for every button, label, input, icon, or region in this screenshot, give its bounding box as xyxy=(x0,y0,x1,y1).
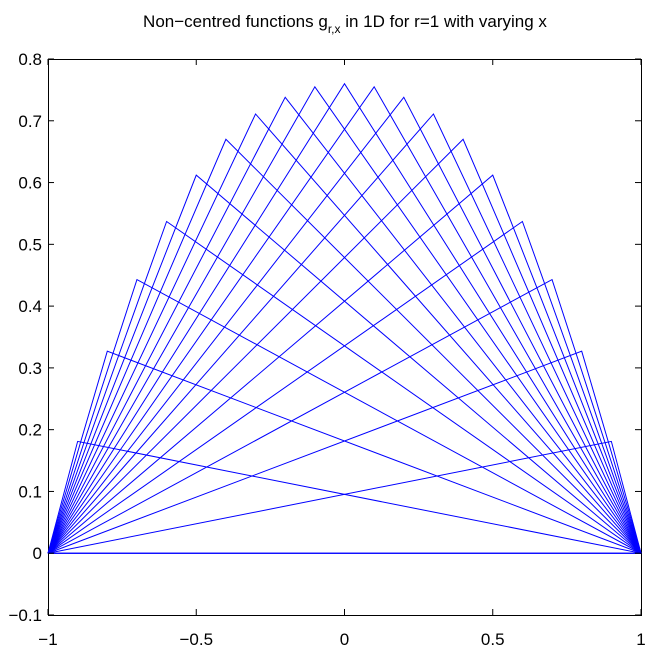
series-line-11 xyxy=(47,85,642,554)
series-line-4 xyxy=(47,220,642,554)
series-line-9 xyxy=(47,85,642,554)
y-tick-label: 0.3 xyxy=(18,359,42,378)
series-line-19 xyxy=(47,440,642,554)
series-line-12 xyxy=(47,96,642,554)
series-line-18 xyxy=(47,350,642,554)
series-line-17 xyxy=(47,278,642,554)
x-tick-label: 0 xyxy=(340,630,349,649)
chart-title-prefix: Non−centred functions g xyxy=(143,12,328,31)
series-line-6 xyxy=(47,138,642,554)
x-axis-ticks: −1 −0.5 0 0.5 1 xyxy=(38,59,646,649)
y-tick-label: 0.4 xyxy=(18,297,42,316)
series-line-3 xyxy=(47,278,642,554)
series-line-2 xyxy=(47,350,642,554)
series-line-1 xyxy=(47,440,642,554)
series-line-15 xyxy=(47,174,642,554)
y-tick-label: 0.1 xyxy=(18,482,42,501)
y-tick-label: 0.8 xyxy=(18,50,42,69)
chart-title: Non−centred functions gr,x in 1D for r=1… xyxy=(143,12,547,36)
chart-title-suffix: in 1D for r=1 with varying x xyxy=(340,12,547,31)
y-tick-label: 0.6 xyxy=(18,174,42,193)
series-line-10 xyxy=(47,82,642,554)
y-tick-label: 0.5 xyxy=(18,235,42,254)
x-tick-label: −1 xyxy=(38,630,57,649)
x-tick-label: 0.5 xyxy=(481,630,505,649)
x-tick-label: −0.5 xyxy=(179,630,213,649)
series-line-14 xyxy=(47,138,642,554)
y-tick-label: 0.2 xyxy=(18,421,42,440)
y-tick-label: −0.1 xyxy=(8,606,42,625)
y-tick-label: 0.7 xyxy=(18,112,42,131)
y-axis-ticks: −0.1 0 0.1 0.2 0.3 0.4 0.5 0.6 0.7 0.8 xyxy=(8,50,641,625)
chart-title-subscript: r,x xyxy=(328,22,341,36)
series-line-7 xyxy=(47,113,642,554)
series-line-5 xyxy=(47,174,642,554)
series-line-8 xyxy=(47,96,642,554)
x-tick-label: 1 xyxy=(636,630,645,649)
series-lines xyxy=(47,82,642,554)
series-line-13 xyxy=(47,113,642,554)
series-line-16 xyxy=(47,220,642,554)
plot-frame xyxy=(48,59,642,616)
y-tick-label: 0 xyxy=(33,544,42,563)
